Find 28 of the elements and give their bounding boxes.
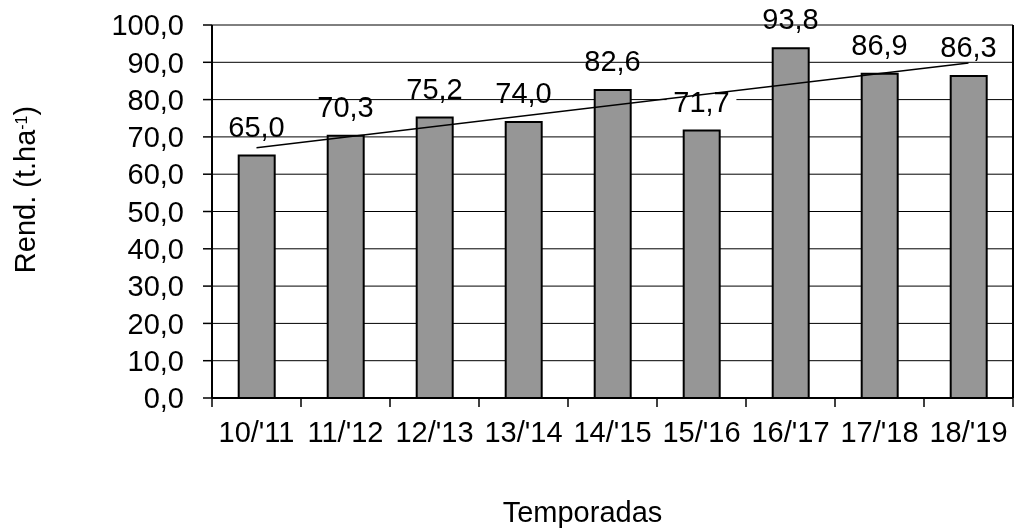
data-label: 70,3 bbox=[317, 90, 374, 123]
y-tick-label: 50,0 bbox=[127, 195, 184, 228]
x-tick-label: 11/'12 bbox=[307, 416, 384, 448]
y-tick-label: 80,0 bbox=[127, 83, 184, 116]
data-label: 86,9 bbox=[851, 28, 908, 61]
data-label: 65,0 bbox=[228, 110, 285, 143]
x-tick-label: 13/'14 bbox=[484, 416, 563, 448]
x-tick-label: 14/'15 bbox=[573, 416, 652, 448]
y-tick-label: 70,0 bbox=[127, 121, 184, 154]
y-tick-label: 0,0 bbox=[143, 382, 184, 415]
y-tick-label: 60,0 bbox=[127, 158, 184, 191]
y-tick-label: 30,0 bbox=[127, 270, 184, 303]
x-tick-label: 10/'11 bbox=[218, 416, 295, 448]
x-tick-label: 16/'17 bbox=[751, 416, 830, 448]
y-tick-label: 40,0 bbox=[127, 233, 184, 266]
x-tick-label: 15/'16 bbox=[662, 416, 741, 448]
x-tick-label: 12/'13 bbox=[395, 416, 474, 448]
x-axis-title: Temporadas bbox=[502, 496, 663, 528]
x-tick-label: 17/'18 bbox=[840, 416, 919, 448]
data-label: 75,2 bbox=[406, 72, 463, 105]
x-tick-label: 18/'19 bbox=[929, 416, 1008, 448]
y-tick-label: 10,0 bbox=[127, 345, 184, 377]
data-label: 86,3 bbox=[940, 31, 997, 64]
y-tick-label: 100,0 bbox=[111, 9, 184, 42]
data-label: 71,7 bbox=[673, 85, 730, 118]
y-tick-label: 90,0 bbox=[127, 46, 184, 79]
y-tick-label: 20,0 bbox=[127, 307, 184, 340]
data-label: 93,8 bbox=[762, 3, 819, 36]
